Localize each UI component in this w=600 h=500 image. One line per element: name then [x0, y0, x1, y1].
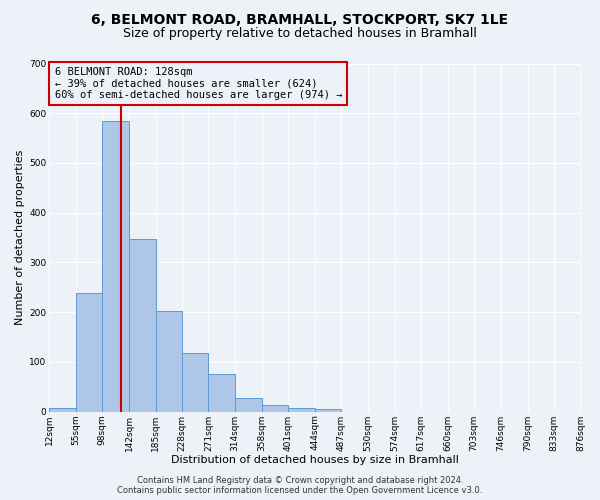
Text: 6, BELMONT ROAD, BRAMHALL, STOCKPORT, SK7 1LE: 6, BELMONT ROAD, BRAMHALL, STOCKPORT, SK… — [91, 12, 509, 26]
Bar — [155, 310, 182, 412]
Bar — [289, 408, 315, 412]
Bar — [235, 398, 262, 411]
X-axis label: Distribution of detached houses by size in Bramhall: Distribution of detached houses by size … — [171, 455, 459, 465]
Bar — [49, 408, 76, 412]
Bar — [315, 409, 341, 412]
Bar — [129, 238, 155, 412]
Text: Size of property relative to detached houses in Bramhall: Size of property relative to detached ho… — [123, 28, 477, 40]
Bar — [208, 374, 235, 412]
Text: Contains HM Land Registry data © Crown copyright and database right 2024.
Contai: Contains HM Land Registry data © Crown c… — [118, 476, 482, 495]
Text: 6 BELMONT ROAD: 128sqm
← 39% of detached houses are smaller (624)
60% of semi-de: 6 BELMONT ROAD: 128sqm ← 39% of detached… — [55, 67, 342, 100]
Bar — [182, 353, 208, 412]
Bar — [76, 294, 102, 412]
Bar — [262, 404, 289, 411]
Bar — [102, 120, 129, 412]
Y-axis label: Number of detached properties: Number of detached properties — [15, 150, 25, 326]
